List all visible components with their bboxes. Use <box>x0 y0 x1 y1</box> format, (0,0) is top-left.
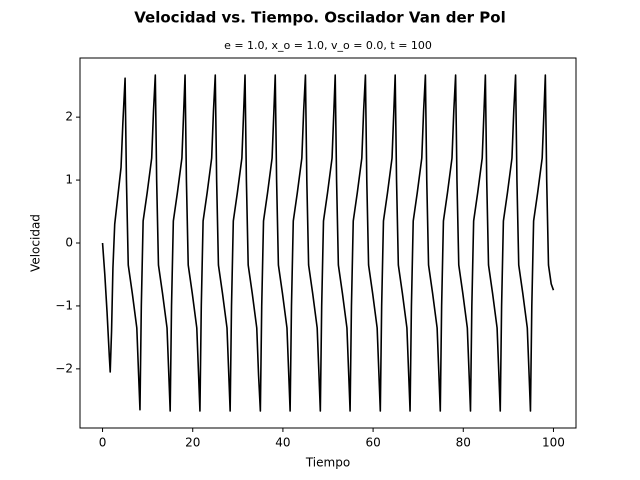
y-tick-label: −2 <box>55 361 73 375</box>
y-tick-label: 0 <box>65 236 73 250</box>
plot-frame <box>79 57 577 429</box>
x-tick-label: 0 <box>99 436 107 450</box>
x-axis-label: Tiempo <box>305 456 350 470</box>
x-tick-label: 80 <box>456 436 471 450</box>
y-tick-label: 1 <box>65 173 73 187</box>
y-axis-label: Velocidad <box>29 214 43 272</box>
y-tick-label: −1 <box>55 298 73 312</box>
x-tick-label: 40 <box>275 436 290 450</box>
x-tick-label: 60 <box>365 436 380 450</box>
y-tick-label: 2 <box>65 110 73 124</box>
chart-subtitle: e = 1.0, x_o = 1.0, v_o = 0.0, t = 100 <box>224 39 432 52</box>
x-tick-label: 100 <box>542 436 565 450</box>
chart-title: Velocidad vs. Tiempo. Oscilador Van der … <box>134 9 505 27</box>
data-line <box>101 74 555 412</box>
x-tick-label: 20 <box>185 436 200 450</box>
